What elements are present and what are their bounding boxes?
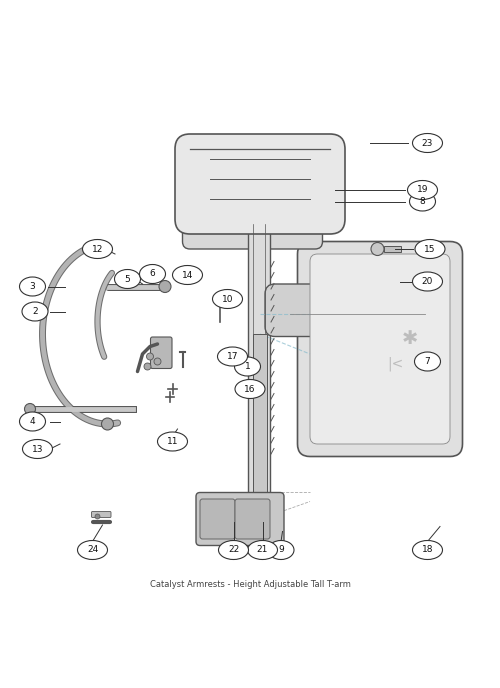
Text: 5: 5 <box>124 275 130 283</box>
Ellipse shape <box>218 541 248 559</box>
Ellipse shape <box>114 270 140 288</box>
Text: 22: 22 <box>228 546 239 555</box>
Ellipse shape <box>248 541 278 559</box>
Ellipse shape <box>20 277 46 296</box>
Text: 15: 15 <box>424 244 436 253</box>
Text: 17: 17 <box>227 352 238 361</box>
Text: 3: 3 <box>30 282 36 291</box>
Text: 23: 23 <box>422 138 433 147</box>
Text: 4: 4 <box>30 417 36 426</box>
FancyBboxPatch shape <box>248 224 270 534</box>
Text: 6: 6 <box>150 270 156 279</box>
FancyBboxPatch shape <box>182 206 322 249</box>
Ellipse shape <box>82 239 112 259</box>
Text: 1: 1 <box>244 362 250 371</box>
Ellipse shape <box>20 412 46 431</box>
Ellipse shape <box>22 302 48 321</box>
FancyBboxPatch shape <box>235 499 270 539</box>
Circle shape <box>24 403 36 414</box>
Ellipse shape <box>412 133 442 153</box>
Ellipse shape <box>408 180 438 200</box>
Text: ✱: ✱ <box>402 330 418 349</box>
Ellipse shape <box>412 541 442 559</box>
Text: 16: 16 <box>244 385 256 394</box>
Circle shape <box>144 363 151 370</box>
FancyBboxPatch shape <box>175 134 345 234</box>
FancyBboxPatch shape <box>252 334 266 524</box>
Text: Catalyst Armrests - Height Adjustable Tall T-arm: Catalyst Armrests - Height Adjustable Ta… <box>150 580 350 589</box>
Text: 21: 21 <box>257 546 268 555</box>
Circle shape <box>102 418 114 430</box>
Text: 12: 12 <box>92 244 103 253</box>
Ellipse shape <box>212 290 242 308</box>
Text: 11: 11 <box>167 437 178 446</box>
Text: 19: 19 <box>417 186 428 195</box>
Text: 24: 24 <box>87 546 98 555</box>
Ellipse shape <box>78 541 108 559</box>
FancyBboxPatch shape <box>92 511 111 517</box>
Circle shape <box>159 281 171 292</box>
Ellipse shape <box>172 266 203 285</box>
Ellipse shape <box>218 347 248 366</box>
Text: 2: 2 <box>32 307 38 316</box>
FancyBboxPatch shape <box>298 241 462 457</box>
Circle shape <box>154 358 161 365</box>
FancyBboxPatch shape <box>310 254 450 444</box>
Text: 8: 8 <box>420 197 426 206</box>
FancyBboxPatch shape <box>200 499 235 539</box>
Ellipse shape <box>412 272 442 291</box>
Ellipse shape <box>234 357 260 376</box>
FancyBboxPatch shape <box>265 284 435 336</box>
FancyBboxPatch shape <box>384 246 401 252</box>
Text: 20: 20 <box>422 277 433 286</box>
Text: 14: 14 <box>182 270 193 279</box>
FancyBboxPatch shape <box>150 337 172 369</box>
Circle shape <box>371 242 384 255</box>
Text: 10: 10 <box>222 294 233 303</box>
Ellipse shape <box>415 239 445 259</box>
FancyBboxPatch shape <box>196 493 284 546</box>
Ellipse shape <box>235 380 265 398</box>
Text: 18: 18 <box>422 546 433 555</box>
Text: 7: 7 <box>424 357 430 366</box>
Ellipse shape <box>22 440 52 458</box>
Text: 13: 13 <box>32 444 44 453</box>
Text: 9: 9 <box>278 546 284 555</box>
Ellipse shape <box>140 264 166 283</box>
Circle shape <box>95 514 100 519</box>
Ellipse shape <box>414 352 440 371</box>
Ellipse shape <box>268 541 294 559</box>
Ellipse shape <box>410 192 436 211</box>
Circle shape <box>146 353 154 360</box>
Text: |<: |< <box>387 357 403 372</box>
Ellipse shape <box>158 432 188 451</box>
